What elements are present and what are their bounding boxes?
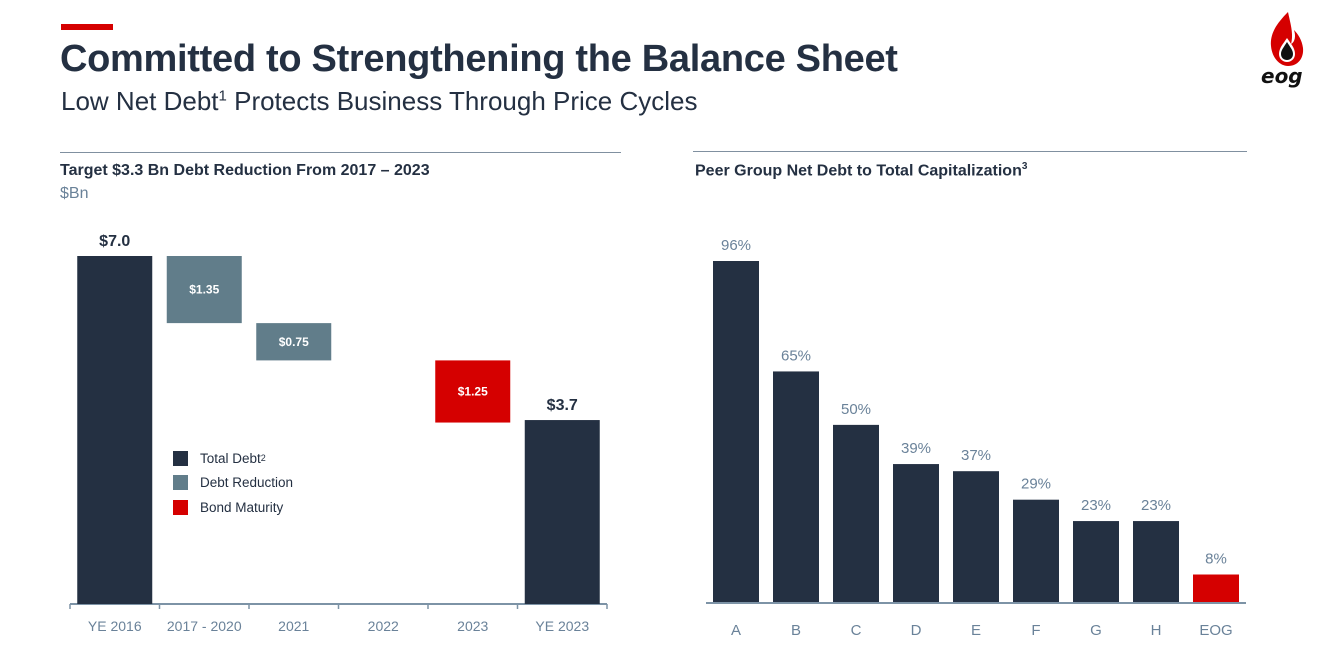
peer-x-tick-label: H — [1151, 622, 1162, 639]
legend-label: Bond Maturity — [200, 499, 284, 515]
waterfall-x-tick-label: 2017 - 2020 — [167, 618, 242, 634]
waterfall-legend: Total Debt 2 Debt Reduction Bond Maturity — [173, 446, 293, 520]
page-title: Committed to Strengthening the Balance S… — [60, 38, 898, 80]
waterfall-x-tick-label: 2021 — [278, 618, 309, 634]
peer-x-tick-label: E — [971, 622, 981, 639]
waterfall-change-label: $1.35 — [189, 283, 219, 297]
title-accent-bar — [61, 24, 113, 30]
legend-item: Bond Maturity — [173, 495, 293, 520]
subtitle-text-post: Protects Business Through Price Cycles — [226, 86, 698, 116]
waterfall-bar-total — [524, 420, 600, 604]
peer-bar — [953, 471, 999, 603]
legend-swatch — [173, 475, 188, 491]
peer-bar-value-label: 50% — [841, 401, 871, 418]
peer-bar-value-label: 65% — [781, 347, 811, 364]
flame-oil-drop-icon — [1270, 12, 1304, 66]
peer-bar-value-label: 23% — [1081, 497, 1111, 514]
legend-swatch — [173, 450, 188, 466]
waterfall-x-tick-label: 2023 — [457, 618, 488, 634]
peer-bar — [1133, 521, 1179, 603]
legend-item: Total Debt 2 — [173, 446, 293, 471]
legend-footnote-marker: 2 — [260, 453, 266, 464]
waterfall-bar-decrease — [435, 360, 511, 423]
right-chart-title: Peer Group Net Debt to Total Capitalizat… — [695, 161, 1027, 180]
peer-bar — [713, 261, 759, 603]
page-subtitle: Low Net Debt1 Protects Business Through … — [61, 86, 697, 117]
left-chart-unit: $Bn — [60, 185, 89, 202]
subtitle-footnote-marker: 1 — [218, 87, 227, 105]
waterfall-x-tick-label: YE 2023 — [535, 618, 589, 634]
peer-bar — [1193, 574, 1239, 603]
peer-x-tick-label: F — [1031, 622, 1040, 639]
right-panel-divider — [693, 151, 1247, 152]
left-chart-title: Target $3.3 Bn Debt Reduction From 2017 … — [60, 162, 430, 179]
peer-bar-value-label: 23% — [1141, 497, 1171, 514]
legend-label: Total Debt — [200, 450, 261, 466]
waterfall-bar-total — [77, 256, 153, 604]
right-chart-title-footnote: 3 — [1021, 161, 1028, 172]
waterfall-bar-decrease — [166, 256, 242, 324]
peer-x-tick-label: D — [911, 622, 922, 639]
waterfall-x-tick-label: YE 2016 — [88, 618, 142, 634]
left-panel-divider — [60, 152, 621, 153]
waterfall-x-tick-label: 2022 — [368, 618, 399, 634]
waterfall-total-label: $7.0 — [99, 233, 130, 250]
peer-bar-value-label: 37% — [961, 447, 991, 464]
peer-bar — [833, 424, 879, 603]
peer-bar-value-label: 8% — [1205, 551, 1227, 568]
peer-bar-value-label: 39% — [901, 440, 931, 457]
peer-x-tick-label: C — [851, 622, 862, 639]
company-logo-text: eog — [1261, 64, 1303, 88]
legend-swatch — [173, 499, 188, 515]
legend-item: Debt Reduction — [173, 471, 293, 496]
right-chart-title-text: Peer Group Net Debt to Total Capitalizat… — [695, 162, 1022, 180]
waterfall-total-label: $3.7 — [547, 397, 578, 414]
waterfall-change-label: $0.75 — [279, 335, 309, 349]
peer-bar — [773, 371, 819, 603]
peer-bar-value-label: 29% — [1021, 476, 1051, 493]
peer-x-tick-label: A — [731, 622, 741, 639]
peer-bar-value-label: 96% — [721, 237, 751, 254]
peer-x-tick-label: EOG — [1199, 622, 1232, 639]
peer-x-tick-label: B — [791, 622, 801, 639]
waterfall-bar-decrease — [256, 323, 332, 361]
peer-x-tick-label: G — [1090, 622, 1102, 639]
peer-bar — [1073, 521, 1119, 603]
waterfall-change-label: $1.25 — [458, 384, 488, 398]
legend-label: Debt Reduction — [200, 475, 294, 491]
subtitle-text-pre: Low Net Debt — [61, 86, 219, 116]
peer-bar — [893, 464, 939, 603]
peer-bar — [1013, 499, 1059, 603]
